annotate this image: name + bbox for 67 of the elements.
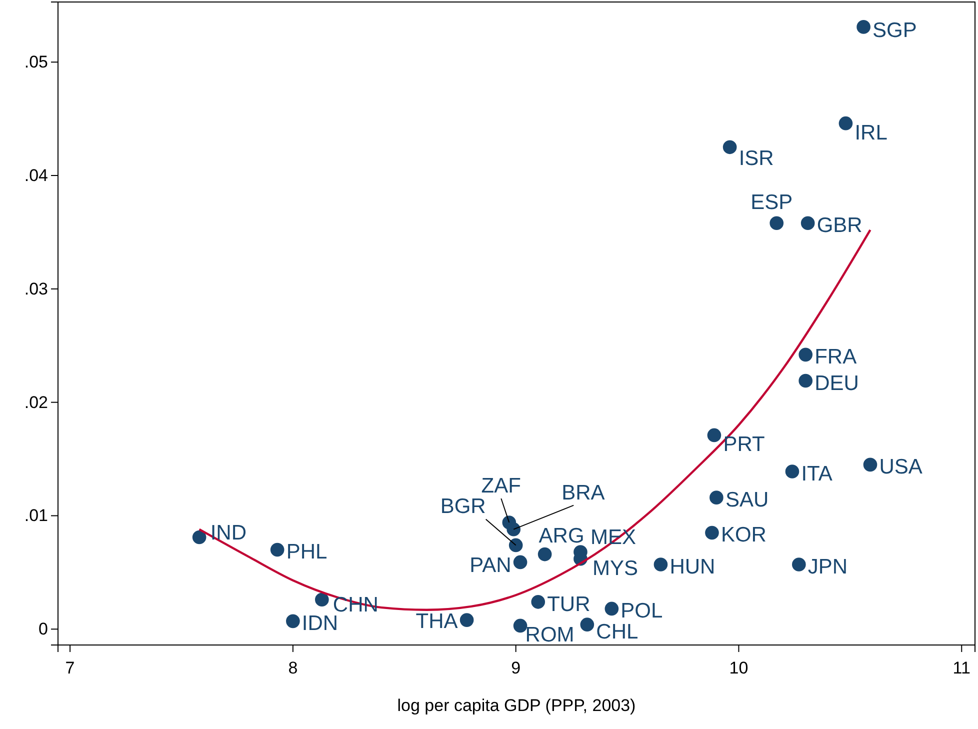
point bbox=[800, 216, 815, 230]
point bbox=[705, 526, 719, 540]
y-tick-label: .05 bbox=[24, 52, 48, 72]
x-tick-label: 10 bbox=[729, 658, 748, 678]
annotation: FRA bbox=[814, 346, 857, 369]
point bbox=[513, 555, 528, 570]
annotation: IND bbox=[210, 521, 246, 544]
annotation: POL bbox=[620, 600, 663, 623]
annotation: ESP bbox=[750, 191, 793, 214]
x-axis-title: log per capita GDP (PPP, 2003) bbox=[397, 696, 636, 715]
point bbox=[798, 374, 813, 388]
y-tick-label: .02 bbox=[24, 392, 48, 412]
point bbox=[460, 613, 474, 627]
annotation: ISR bbox=[738, 147, 774, 170]
annotation: KOR bbox=[720, 524, 766, 547]
annotation: BRA bbox=[562, 481, 605, 504]
annotation: PAN bbox=[470, 554, 512, 578]
annotation: ITA bbox=[801, 462, 832, 486]
point bbox=[538, 547, 552, 562]
point bbox=[792, 558, 806, 572]
annotation: BGR bbox=[440, 495, 486, 518]
annotation: ARG bbox=[538, 524, 584, 548]
point bbox=[710, 490, 724, 504]
annotation: PRT bbox=[723, 433, 766, 456]
point bbox=[707, 428, 722, 442]
annotation: GBR bbox=[816, 214, 862, 238]
point bbox=[604, 602, 619, 616]
x-tick-label: 9 bbox=[511, 658, 521, 678]
annotation: JPN bbox=[808, 555, 848, 578]
point bbox=[513, 618, 528, 633]
annotation: IRL bbox=[854, 121, 888, 144]
annotation: PHL bbox=[286, 540, 328, 564]
point bbox=[785, 464, 800, 478]
annotation: CHL bbox=[596, 620, 638, 644]
annotation: USA bbox=[879, 456, 922, 479]
annotation: IDN bbox=[302, 612, 338, 636]
point bbox=[531, 595, 546, 609]
y-tick-label: .01 bbox=[24, 506, 48, 526]
point bbox=[856, 20, 870, 34]
annotation: SGP bbox=[872, 18, 917, 42]
point bbox=[838, 116, 853, 130]
x-tick-label: 11 bbox=[952, 658, 970, 678]
point bbox=[506, 522, 521, 536]
point bbox=[580, 618, 594, 632]
annotation: MYS bbox=[592, 556, 638, 580]
annotation: ROM bbox=[525, 624, 574, 647]
y-tick-label: 0 bbox=[38, 620, 48, 639]
x-tick-label: 8 bbox=[288, 658, 298, 678]
y-tick-label: .04 bbox=[24, 166, 48, 185]
x-tick-label: 7 bbox=[65, 658, 75, 678]
point bbox=[654, 558, 668, 572]
point bbox=[770, 216, 784, 230]
point bbox=[270, 542, 284, 557]
point bbox=[508, 538, 523, 552]
annotation: THA bbox=[416, 610, 458, 634]
point bbox=[315, 592, 329, 607]
annotation: DEU bbox=[814, 372, 859, 395]
annotation: HUN bbox=[670, 555, 716, 578]
point bbox=[798, 348, 813, 362]
y-tick-label: .03 bbox=[24, 279, 48, 298]
annotation: SAU bbox=[725, 488, 769, 512]
annotation: ZAF bbox=[481, 474, 521, 498]
point bbox=[192, 530, 206, 544]
point bbox=[286, 614, 300, 628]
annotation: TUR bbox=[547, 592, 590, 616]
point bbox=[722, 140, 737, 154]
point bbox=[863, 458, 878, 472]
